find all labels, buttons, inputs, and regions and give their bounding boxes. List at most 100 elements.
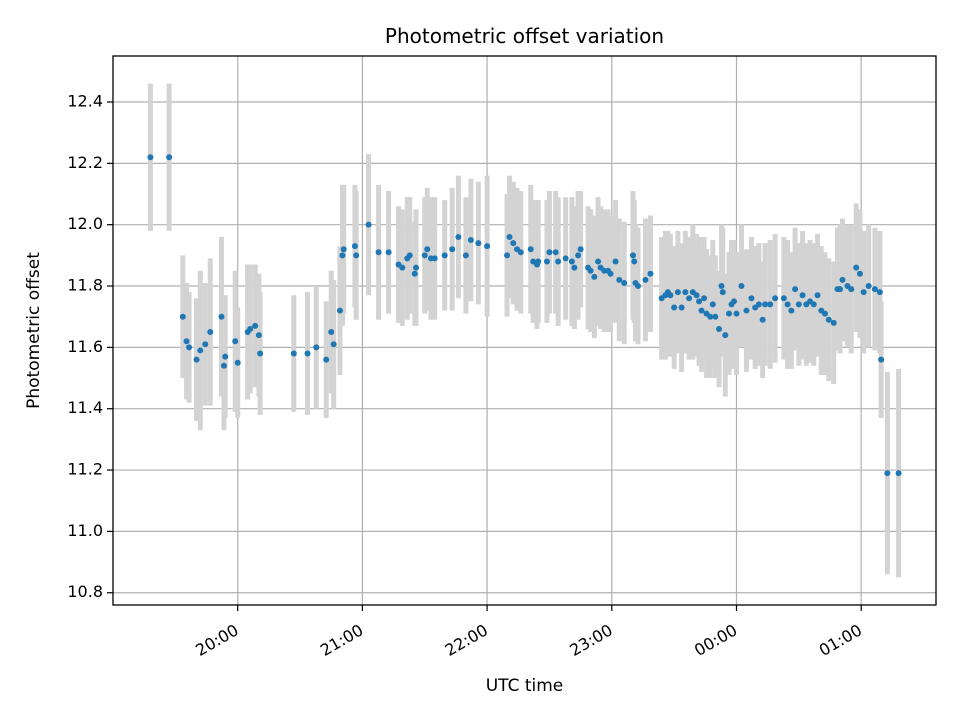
data-point bbox=[353, 252, 360, 259]
data-point bbox=[543, 258, 550, 265]
data-point bbox=[506, 233, 513, 240]
data-point bbox=[696, 298, 703, 305]
data-point bbox=[629, 252, 636, 259]
data-point bbox=[878, 356, 885, 363]
data-point bbox=[555, 258, 562, 265]
data-point bbox=[424, 246, 431, 253]
data-points bbox=[147, 154, 902, 477]
data-point bbox=[562, 255, 569, 262]
data-point bbox=[722, 332, 729, 339]
y-tick-label: 10.8 bbox=[67, 582, 103, 601]
data-point bbox=[860, 289, 867, 296]
y-axis-ticks: 10.8 11.0 11.2 11.4 11.6 11.8 12.0 12.2 12.4 bbox=[67, 92, 113, 601]
data-point bbox=[406, 252, 413, 259]
y-axis-title: Photometric offset bbox=[24, 252, 44, 409]
data-point bbox=[792, 286, 799, 293]
data-point bbox=[527, 246, 534, 253]
data-point bbox=[759, 316, 766, 323]
data-point bbox=[856, 270, 863, 277]
data-point bbox=[795, 301, 802, 308]
data-point bbox=[421, 252, 428, 259]
y-tick-label: 11.6 bbox=[67, 337, 103, 356]
data-point bbox=[607, 270, 614, 277]
data-point bbox=[642, 276, 649, 283]
data-point bbox=[848, 286, 855, 293]
data-point bbox=[183, 338, 190, 345]
data-point bbox=[780, 295, 787, 302]
data-point bbox=[455, 233, 462, 240]
data-point bbox=[719, 289, 726, 296]
y-tick-label: 11.0 bbox=[67, 521, 103, 540]
data-point bbox=[698, 307, 705, 314]
data-point bbox=[304, 350, 311, 357]
data-point bbox=[784, 301, 791, 308]
data-point bbox=[546, 249, 553, 256]
data-point bbox=[247, 325, 254, 332]
data-point bbox=[375, 249, 382, 256]
data-point bbox=[876, 289, 883, 296]
data-point bbox=[441, 252, 448, 259]
x-axis-title: UTC time bbox=[486, 676, 564, 696]
data-point bbox=[179, 313, 186, 320]
data-point bbox=[810, 301, 817, 308]
data-point bbox=[634, 283, 641, 290]
data-point bbox=[621, 279, 628, 286]
data-point bbox=[340, 246, 347, 253]
data-point bbox=[825, 316, 832, 323]
data-point bbox=[767, 301, 774, 308]
data-point bbox=[330, 341, 337, 348]
data-point bbox=[693, 292, 700, 299]
data-point bbox=[449, 246, 456, 253]
data-point bbox=[504, 252, 511, 259]
data-point bbox=[686, 295, 693, 302]
data-point bbox=[726, 310, 733, 317]
data-point bbox=[467, 237, 474, 244]
data-point bbox=[738, 283, 745, 290]
data-point bbox=[220, 362, 227, 369]
data-point bbox=[323, 356, 330, 363]
y-tick-label: 11.8 bbox=[67, 276, 103, 295]
data-point bbox=[218, 313, 225, 320]
data-point bbox=[336, 307, 343, 314]
data-point bbox=[328, 329, 335, 336]
data-point bbox=[351, 243, 358, 250]
data-point bbox=[895, 470, 902, 477]
data-point bbox=[839, 276, 846, 283]
y-tick-label: 12.4 bbox=[67, 92, 103, 111]
data-point bbox=[510, 240, 517, 247]
data-point bbox=[193, 356, 200, 363]
data-point bbox=[682, 289, 689, 296]
data-point bbox=[822, 310, 829, 317]
data-point bbox=[743, 307, 750, 314]
data-point bbox=[552, 249, 559, 256]
data-point bbox=[836, 286, 843, 293]
data-point bbox=[733, 310, 740, 317]
data-point bbox=[517, 249, 524, 256]
data-point bbox=[413, 264, 420, 271]
data-point bbox=[186, 344, 193, 351]
data-point bbox=[712, 313, 719, 320]
data-point bbox=[755, 301, 762, 308]
data-point bbox=[147, 154, 154, 161]
data-point bbox=[748, 295, 755, 302]
chart-title: Photometric offset variation bbox=[385, 24, 664, 48]
data-point bbox=[865, 283, 872, 290]
data-point bbox=[290, 350, 297, 357]
data-point bbox=[647, 270, 654, 277]
data-point bbox=[853, 264, 860, 271]
data-point bbox=[313, 344, 320, 351]
data-point bbox=[255, 332, 262, 339]
data-point bbox=[257, 350, 264, 357]
data-point bbox=[616, 276, 623, 283]
data-point bbox=[716, 325, 723, 332]
data-point bbox=[701, 295, 708, 302]
data-point bbox=[339, 252, 346, 259]
data-point bbox=[385, 249, 392, 256]
y-tick-label: 12.0 bbox=[67, 214, 103, 233]
data-point bbox=[252, 322, 259, 329]
data-point bbox=[166, 154, 173, 161]
data-point bbox=[535, 258, 542, 265]
data-point bbox=[431, 255, 438, 262]
data-point bbox=[799, 292, 806, 299]
